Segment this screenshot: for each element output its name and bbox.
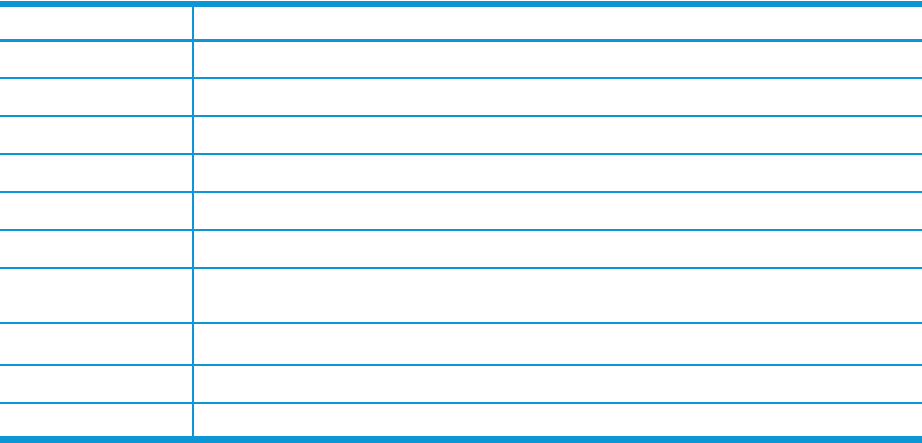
cell-left bbox=[0, 323, 194, 366]
two-column-table bbox=[0, 7, 922, 436]
cell-left bbox=[0, 365, 194, 404]
table-row bbox=[0, 268, 922, 324]
table-row bbox=[0, 116, 922, 155]
cell-right bbox=[193, 78, 922, 117]
table-header-row bbox=[0, 7, 922, 42]
cell-right bbox=[193, 154, 922, 193]
table-row bbox=[0, 192, 922, 231]
cell-left bbox=[0, 403, 194, 436]
cell-right bbox=[193, 365, 922, 404]
cell-right bbox=[193, 268, 922, 324]
cell-left bbox=[0, 268, 194, 324]
cell-right bbox=[193, 40, 922, 79]
cell-right bbox=[193, 116, 922, 155]
cell-left bbox=[0, 116, 194, 155]
cell-right bbox=[193, 230, 922, 269]
header-cell-right bbox=[193, 7, 922, 42]
cell-left bbox=[0, 230, 194, 269]
table-row bbox=[0, 40, 922, 79]
table-row bbox=[0, 365, 922, 404]
table-row bbox=[0, 154, 922, 193]
cell-left bbox=[0, 78, 194, 117]
cell-left bbox=[0, 192, 194, 231]
table-row bbox=[0, 230, 922, 269]
header-cell-left bbox=[0, 7, 194, 42]
table-bottom-border bbox=[0, 436, 922, 443]
cell-right bbox=[193, 192, 922, 231]
cell-right bbox=[193, 403, 922, 436]
cell-left bbox=[0, 154, 194, 193]
cell-left bbox=[0, 40, 194, 79]
table-row bbox=[0, 403, 922, 436]
cell-right bbox=[193, 323, 922, 366]
table-row bbox=[0, 78, 922, 117]
table-row bbox=[0, 323, 922, 366]
table-top-border bbox=[0, 1, 922, 7]
